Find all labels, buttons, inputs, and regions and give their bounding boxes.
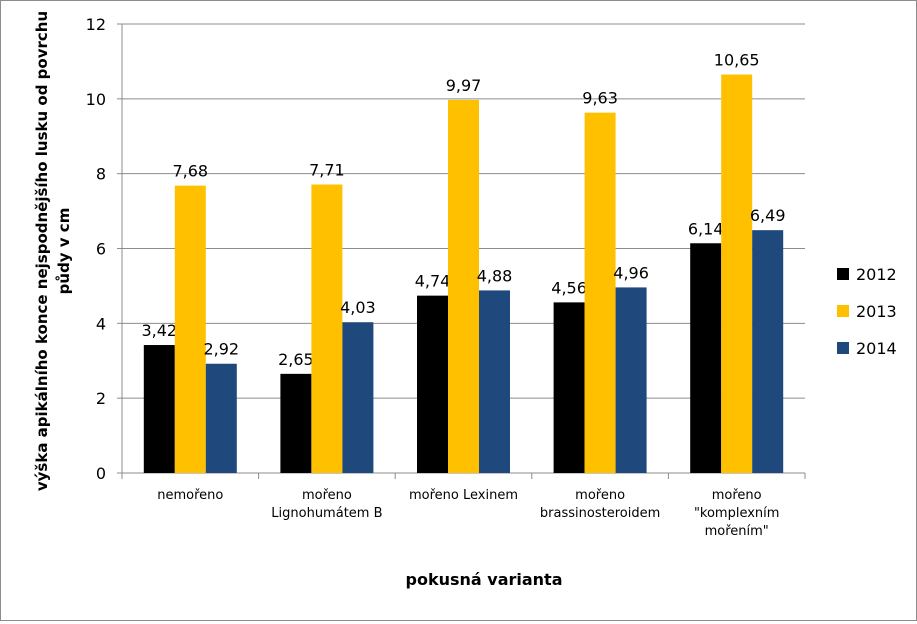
data-label-2014: 4,88 [477, 266, 513, 285]
data-label-2012: 2,65 [278, 350, 314, 369]
x-axis-title: pokusná varianta [406, 570, 563, 589]
category-label: mořeno [302, 488, 352, 503]
data-label-2014: 4,96 [613, 263, 649, 282]
data-label-2014: 2,92 [203, 340, 239, 359]
data-label-2013: 9,97 [446, 76, 482, 95]
y-tick-label: 8 [96, 165, 106, 184]
bar-2014 [342, 322, 374, 473]
y-tick-label: 2 [96, 389, 106, 408]
data-label-2013: 9,63 [582, 89, 618, 108]
legend-swatch-2012 [837, 268, 849, 280]
data-label-2014: 6,49 [750, 206, 786, 225]
category-label: nemořeno [157, 488, 223, 503]
category-label: mořeno Lexinem [409, 488, 518, 503]
data-label-2014: 4,03 [340, 298, 376, 317]
bar-2014 [615, 287, 647, 473]
y-tick-label: 10 [86, 90, 106, 109]
bar-2012 [553, 302, 585, 473]
legend-swatch-2014 [837, 342, 849, 354]
bar-2013 [448, 99, 479, 473]
data-label-2013: 7,71 [309, 161, 345, 180]
category-label: Lignohumátem B [271, 506, 382, 521]
data-label-2012: 3,42 [141, 321, 177, 340]
data-label-2013: 7,68 [172, 162, 208, 181]
bar-2012 [280, 373, 312, 473]
legend-label-2012: 2012 [856, 265, 897, 284]
bar-2013 [174, 185, 206, 473]
category-label: brassinosteroidem [540, 506, 660, 521]
bar-2014 [205, 363, 237, 473]
y-tick-label: 6 [96, 240, 106, 259]
legend-swatch-2013 [837, 305, 849, 317]
data-label-2012: 6,14 [688, 219, 724, 238]
y-tick-label: 4 [96, 314, 106, 333]
y-tick-label: 12 [86, 15, 106, 34]
bar-2012 [417, 295, 448, 473]
category-label: "komplexním [694, 506, 780, 521]
y-axis-title: půdy v cm [55, 208, 73, 295]
data-label-2013: 10,65 [714, 51, 760, 70]
bar-2014 [479, 290, 510, 473]
data-label-2012: 4,74 [415, 272, 451, 291]
bar-2014 [752, 230, 784, 473]
legend-label-2013: 2013 [856, 302, 897, 321]
y-axis-title: výška apikálního konce nejspodnějšího lu… [33, 11, 51, 491]
category-label: mořeno [575, 488, 625, 503]
bar-2012 [143, 345, 175, 473]
legend-label-2014: 2014 [856, 339, 897, 358]
bar-2013 [721, 74, 753, 473]
category-label: mořením" [705, 524, 769, 539]
bar-2013 [311, 184, 343, 473]
y-tick-label: 0 [96, 464, 106, 483]
data-label-2012: 4,56 [551, 278, 587, 297]
category-label: mořeno [712, 488, 762, 503]
bar-2012 [690, 243, 722, 473]
bar-2013 [584, 112, 616, 474]
